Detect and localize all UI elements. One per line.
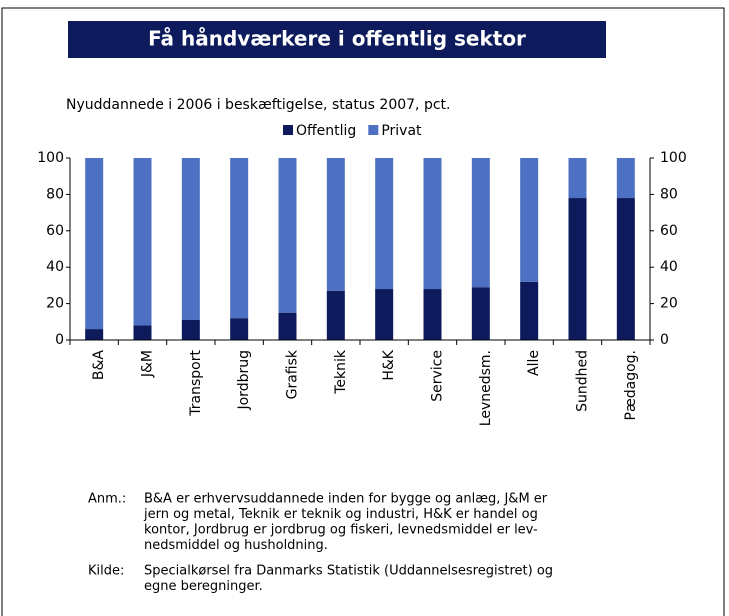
frame [1, 7, 725, 616]
y2-tick-label: 80 [660, 186, 678, 202]
y2-tick-label: 60 [660, 223, 678, 239]
bar-segment [375, 158, 394, 290]
note-line: B&A er erhvervsuddannede inden for bygge… [144, 492, 548, 507]
x-tick-label: Grafisk [285, 349, 301, 399]
bar-segment [181, 319, 200, 340]
y2-tick-label: 0 [660, 332, 669, 348]
bar-segment [616, 198, 635, 340]
bar-segment [616, 158, 635, 199]
x-tick-label: Jordbrug [236, 350, 252, 411]
legend-swatch [368, 125, 379, 135]
bar-segment [230, 158, 249, 319]
y-tick-label: 100 [37, 150, 64, 166]
bar-segment [278, 158, 297, 313]
legend-swatch [283, 125, 293, 135]
y-tick-label: 80 [46, 186, 64, 202]
note-line: kontor, Jordbrug er jordbrug og fiskeri,… [144, 523, 538, 538]
y2-tick-label: 20 [660, 296, 678, 312]
y-tick-label: 40 [46, 259, 64, 275]
chart-title: Få håndværkere i offentlig sektor [148, 27, 526, 51]
bar-segment [133, 325, 152, 340]
bar-segment [471, 158, 490, 288]
x-tick-label: Service [430, 350, 446, 402]
bar-segment [326, 158, 345, 291]
bar-segment [423, 158, 442, 290]
bar-segment [230, 318, 249, 340]
subtitle: Nyuddannede i 2006 i beskæftigelse, stat… [66, 97, 450, 113]
x-tick-label: Alle [526, 350, 542, 376]
bar-segment [423, 289, 442, 340]
y-tick-label: 0 [55, 332, 64, 348]
bar-segment [568, 198, 587, 340]
y-tick-label: 60 [46, 223, 64, 239]
bar-segment [568, 158, 587, 199]
note-line: jern og metal, Teknik er teknik og indus… [143, 507, 538, 522]
x-tick-label: Levnedsm. [478, 350, 494, 426]
y2-tick-label: 100 [660, 150, 687, 166]
x-tick-label: Sundhed [575, 350, 591, 412]
bar-segment [85, 329, 104, 340]
bar-segment [520, 281, 539, 340]
bar-segment [181, 158, 200, 320]
x-tick-label: H&K [381, 349, 397, 380]
bar-segment [326, 290, 345, 340]
bar-segment [520, 158, 539, 282]
note-label: Anm.: [88, 492, 126, 507]
title-box [68, 21, 606, 58]
y2-tick-label: 40 [660, 259, 678, 275]
x-tick-label: J&M [140, 350, 156, 378]
bar-segment [278, 312, 297, 340]
note-label: Kilde: [88, 564, 124, 579]
x-tick-label: Teknik [333, 349, 349, 395]
bar-segment [85, 158, 104, 330]
note-line: nedsmiddel og husholdning. [144, 538, 328, 553]
bar-segment [375, 289, 394, 340]
legend-label: Privat [381, 123, 422, 139]
note-line: Specialkørsel fra Danmarks Statistik (Ud… [144, 564, 553, 579]
y-tick-label: 20 [46, 296, 64, 312]
x-tick-label: Pædagog. [623, 350, 639, 420]
bar-segment [133, 158, 152, 326]
legend-label: Offentlig [296, 123, 356, 139]
x-tick-label: Transport [188, 349, 204, 416]
bar-segment [471, 287, 490, 340]
note-line: egne beregninger. [144, 579, 263, 594]
x-tick-label: B&A [91, 350, 107, 381]
